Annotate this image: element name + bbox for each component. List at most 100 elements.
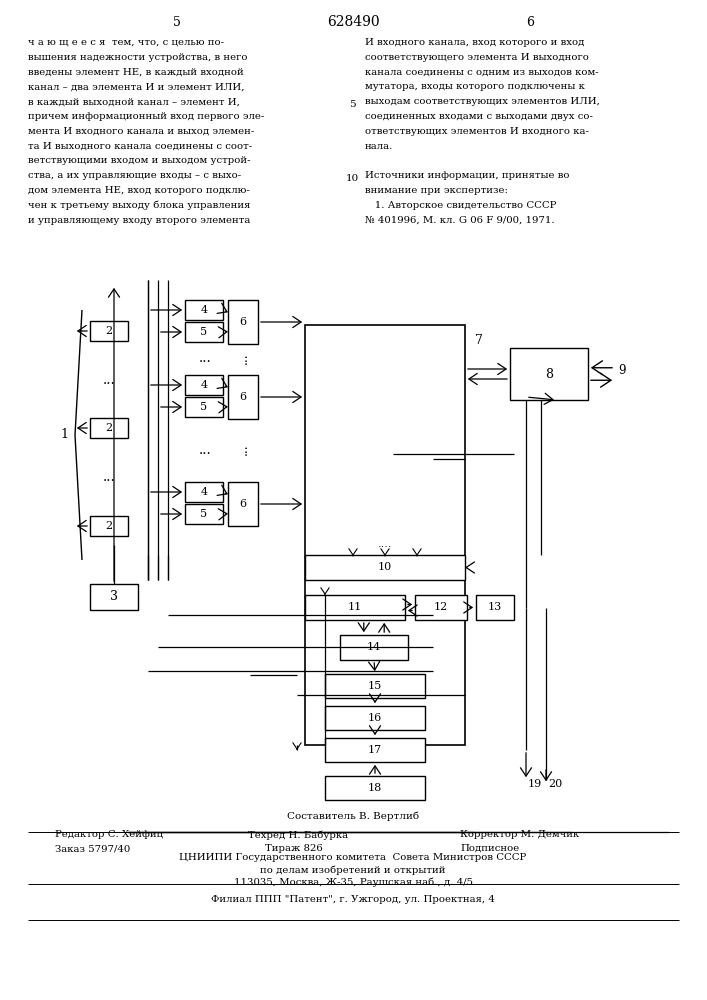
Bar xyxy=(228,300,258,344)
Text: ...: ... xyxy=(103,372,115,386)
Text: по делам изобретений и открытий: по делам изобретений и открытий xyxy=(260,865,445,875)
Text: 2: 2 xyxy=(105,423,112,433)
Text: ...: ... xyxy=(199,442,211,456)
Text: 628490: 628490 xyxy=(327,15,380,29)
Text: 5: 5 xyxy=(173,15,181,28)
Bar xyxy=(90,418,128,438)
Text: Техред Н. Бабурка: Техред Н. Бабурка xyxy=(248,830,348,840)
Text: 11: 11 xyxy=(348,602,362,612)
Text: Редактор С. Хейфиц: Редактор С. Хейфиц xyxy=(55,830,163,839)
Text: 2: 2 xyxy=(105,326,112,336)
Text: 113035, Москва, Ж-35, Раушская наб., д. 4/5: 113035, Москва, Ж-35, Раушская наб., д. … xyxy=(233,877,472,887)
Text: 10: 10 xyxy=(378,562,392,572)
Bar xyxy=(228,482,258,526)
Text: 13: 13 xyxy=(488,602,502,612)
Bar xyxy=(185,322,223,342)
Text: 2: 2 xyxy=(105,521,112,531)
Text: чен к третьему выходу блока управления: чен к третьему выходу блока управления xyxy=(28,201,250,210)
Text: ...: ... xyxy=(237,353,250,364)
Bar xyxy=(90,516,128,536)
Text: ...: ... xyxy=(199,352,211,365)
Bar xyxy=(305,555,465,580)
Text: 3: 3 xyxy=(110,590,118,603)
Text: ЦНИИПИ Государственного комитета  Совета Министров СССР: ЦНИИПИ Государственного комитета Совета … xyxy=(180,854,527,862)
Bar xyxy=(325,738,425,762)
Bar xyxy=(325,706,425,730)
Text: и управляющему входу второго элемента: и управляющему входу второго элемента xyxy=(28,216,250,225)
Text: соединенных входами с выходами двух со-: соединенных входами с выходами двух со- xyxy=(365,112,593,121)
Text: 8: 8 xyxy=(545,367,553,380)
Text: 17: 17 xyxy=(368,745,382,755)
Text: Составитель В. Вертлиб: Составитель В. Вертлиб xyxy=(287,811,419,821)
Text: ....: .... xyxy=(378,539,392,549)
Text: 10: 10 xyxy=(346,174,358,183)
Text: 5: 5 xyxy=(201,509,208,519)
Text: 12: 12 xyxy=(434,602,448,612)
Text: мутатора, входы которого подключены к: мутатора, входы которого подключены к xyxy=(365,82,585,91)
Text: 18: 18 xyxy=(368,783,382,793)
Text: 16: 16 xyxy=(368,713,382,723)
Text: ветствующими входом и выходом устрой-: ветствующими входом и выходом устрой- xyxy=(28,156,250,165)
Bar xyxy=(325,674,425,698)
Text: 5: 5 xyxy=(349,100,356,109)
Text: 20: 20 xyxy=(548,779,562,789)
Text: № 401996, М. кл. G 06 F 9/00, 1971.: № 401996, М. кл. G 06 F 9/00, 1971. xyxy=(365,216,554,225)
Bar xyxy=(185,482,223,502)
Text: нала.: нала. xyxy=(365,142,393,151)
Text: ч а ю щ е е с я  тем, что, с целью по-: ч а ю щ е е с я тем, что, с целью по- xyxy=(28,38,224,47)
Text: Подписное: Подписное xyxy=(460,844,519,853)
Bar xyxy=(305,595,405,620)
Text: выходам соответствующих элементов ИЛИ,: выходам соответствующих элементов ИЛИ, xyxy=(365,97,600,106)
Bar xyxy=(185,300,223,320)
Text: 7: 7 xyxy=(475,334,483,347)
Bar xyxy=(305,325,465,745)
Bar xyxy=(185,504,223,524)
Bar xyxy=(185,375,223,395)
Text: 6: 6 xyxy=(240,392,247,402)
Text: ...: ... xyxy=(103,470,115,484)
Bar xyxy=(415,595,467,620)
Text: 4: 4 xyxy=(201,305,208,315)
Text: Тираж 826: Тираж 826 xyxy=(265,844,323,853)
Text: 6: 6 xyxy=(240,317,247,327)
Text: 1. Авторское свидетельство СССР: 1. Авторское свидетельство СССР xyxy=(365,201,556,210)
Text: Заказ 5797/40: Заказ 5797/40 xyxy=(55,844,130,853)
Text: 9: 9 xyxy=(618,364,626,377)
Text: 6: 6 xyxy=(526,15,534,28)
Text: 4: 4 xyxy=(201,487,208,497)
Bar xyxy=(325,776,425,800)
Text: 14: 14 xyxy=(367,643,381,652)
Text: дом элемента НЕ, вход которого подклю-: дом элемента НЕ, вход которого подклю- xyxy=(28,186,250,195)
Text: Источники информации, принятые во: Источники информации, принятые во xyxy=(365,171,570,180)
Text: И входного канала, вход которого и вход: И входного канала, вход которого и вход xyxy=(365,38,585,47)
Text: 1: 1 xyxy=(60,428,68,442)
Text: канала соединены с одним из выходов ком-: канала соединены с одним из выходов ком- xyxy=(365,68,599,77)
Text: внимание при экспертизе:: внимание при экспертизе: xyxy=(365,186,508,195)
Text: 15: 15 xyxy=(368,681,382,691)
Text: ства, а их управляющие входы – с выхо-: ства, а их управляющие входы – с выхо- xyxy=(28,171,241,180)
Text: мента И входного канала и выход элемен-: мента И входного канала и выход элемен- xyxy=(28,127,255,136)
Text: ответствующих элементов И входного ка-: ответствующих элементов И входного ка- xyxy=(365,127,589,136)
Text: вышения надежности устройства, в него: вышения надежности устройства, в него xyxy=(28,53,247,62)
Text: 19: 19 xyxy=(528,779,542,789)
Text: та И выходного канала соединены с соот-: та И выходного канала соединены с соот- xyxy=(28,142,252,151)
Text: 5: 5 xyxy=(201,327,208,337)
Text: Корректор М. Демчик: Корректор М. Демчик xyxy=(460,830,579,839)
Bar xyxy=(90,584,138,610)
Bar xyxy=(476,595,514,620)
Text: 4: 4 xyxy=(201,380,208,390)
Bar xyxy=(340,635,408,660)
Bar xyxy=(228,375,258,419)
Text: введены элемент НЕ, в каждый входной: введены элемент НЕ, в каждый входной xyxy=(28,68,244,77)
Bar xyxy=(510,348,588,400)
Text: 6: 6 xyxy=(240,499,247,509)
Text: соответствующего элемента И выходного: соответствующего элемента И выходного xyxy=(365,53,589,62)
Bar xyxy=(185,397,223,417)
Text: причем информационный вход первого эле-: причем информационный вход первого эле- xyxy=(28,112,264,121)
Text: ...: ... xyxy=(237,444,250,455)
Bar xyxy=(90,321,128,341)
Text: Филиал ППП "Патент", г. Ужгород, ул. Проектная, 4: Филиал ППП "Патент", г. Ужгород, ул. Про… xyxy=(211,896,495,904)
Text: канал – два элемента И и элемент ИЛИ,: канал – два элемента И и элемент ИЛИ, xyxy=(28,82,245,91)
Text: в каждый выходной канал – элемент И,: в каждый выходной канал – элемент И, xyxy=(28,97,240,106)
Text: 5: 5 xyxy=(201,402,208,412)
